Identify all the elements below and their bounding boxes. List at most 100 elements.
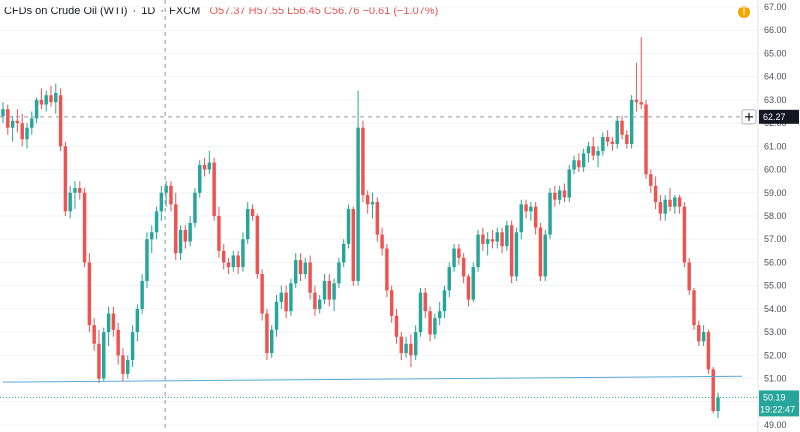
candle [159,185,164,221]
candle-body [375,202,380,235]
candle-body [428,311,432,335]
candle-body [634,99,639,103]
candle-body [337,262,341,284]
price-axis[interactable]: 49.0050.0051.0052.0053.0054.0055.0056.00… [759,2,799,430]
candle-body [711,369,715,412]
candle [663,195,667,221]
candle [423,288,428,319]
candle [481,227,485,251]
candle-body [370,202,375,205]
candle-body [274,301,279,330]
legend-symbol[interactable]: CFDs on Crude Oil (WTI) [4,5,128,17]
legend-change: −0.61 (−1.07%) [362,5,439,17]
candle-body [581,153,586,168]
candle [692,288,696,330]
candle-body [121,355,125,374]
candle [409,334,413,367]
candle [102,327,106,381]
candle-body [649,174,653,186]
price-tick-label: 65.00 [764,48,787,58]
candle-body [1,109,5,117]
candle [293,253,298,288]
candle [265,308,269,360]
candle [198,160,202,198]
candle [121,348,125,381]
candle-body [663,199,667,214]
candle-body [356,127,360,282]
overlays [0,0,758,432]
candle [538,222,543,282]
candle [514,227,519,282]
candle-body [82,192,87,263]
candle [697,320,701,347]
candle-body [236,255,240,268]
candle-body [658,202,663,214]
candle-body [231,255,236,268]
candle-body [87,262,92,326]
candle [581,148,586,172]
candle-body [341,243,346,263]
price-tick-label: 67.00 [764,2,787,12]
candle [174,192,178,261]
candle [58,88,63,151]
candle-body [145,239,149,282]
candle [605,130,610,147]
candle-body [701,332,706,342]
candle-body [538,227,543,277]
candle [572,155,576,175]
candle-body [44,95,48,105]
candle [332,278,336,312]
candle-body [601,137,605,151]
candle [596,146,600,168]
candle [202,157,207,177]
candle [30,111,34,135]
last-price-label: 50.19 [763,392,786,402]
candle [509,220,514,284]
price-tick-label: 52.00 [764,350,787,360]
candle [413,325,418,360]
candle-body [250,209,255,216]
candle-body [629,99,634,144]
plus-icon[interactable] [741,109,757,125]
candle-body [116,329,120,356]
candle-body [351,209,356,282]
candle [10,116,15,142]
candle [231,250,236,272]
candle-body [284,292,288,312]
candle [54,83,58,114]
candle-body [653,185,658,203]
candle [361,120,365,203]
candle-body [697,325,701,342]
candle [346,204,351,249]
candle [711,366,715,414]
price-tick-label: 60.00 [764,165,787,175]
candle-body [34,99,39,119]
candle [706,329,711,374]
legend-interval[interactable]: 1D [141,5,156,17]
trendline[interactable] [2,375,742,383]
price-tick-label: 59.00 [764,188,787,198]
candle-body [10,120,15,128]
candle [260,269,264,321]
candle-body [577,160,581,168]
candle-body [293,260,298,284]
candle [130,325,135,367]
candle [687,257,691,295]
candle [586,141,591,163]
candle [274,294,279,337]
candle [677,195,682,214]
candle-body [625,134,629,144]
candle [476,229,480,272]
price-tick-label: 66.00 [764,25,787,35]
candle-body [198,164,202,193]
candle [495,227,499,249]
candle-body [586,146,591,154]
candle-body [461,257,466,277]
candle [399,332,404,360]
candle [505,220,509,251]
candle-body [169,185,173,205]
exclamation-circle-icon[interactable]: ! [738,6,750,18]
candle-body [553,192,557,200]
candle-body [126,360,130,374]
